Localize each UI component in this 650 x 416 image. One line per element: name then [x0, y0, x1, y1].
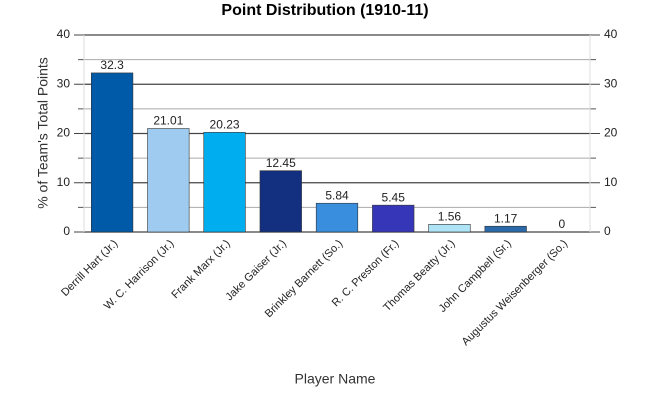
x-axis-title: Player Name	[295, 371, 376, 387]
data-label: 21.01	[153, 114, 183, 128]
data-label: 0	[559, 217, 566, 231]
data-label: 1.17	[494, 211, 518, 225]
data-label: 5.84	[325, 188, 349, 202]
x-tick-label: Frank Marx (Jr.)	[169, 238, 232, 301]
y-tick-label: 40	[57, 27, 71, 41]
bar	[203, 132, 246, 233]
bar	[484, 225, 527, 233]
y2-tick-label: 10	[604, 175, 618, 189]
y2-tick-label: 40	[604, 27, 618, 41]
bar	[259, 170, 302, 233]
bar	[315, 202, 359, 233]
data-label: 32.3	[100, 58, 124, 72]
bar	[91, 72, 134, 233]
y2-tick-label: 20	[604, 126, 618, 140]
data-label: 12.45	[266, 156, 296, 170]
y-tick-label: 20	[57, 126, 71, 140]
y2-tick-label: 30	[604, 76, 618, 90]
y-axis-title: % of Team's Total Points	[35, 57, 51, 209]
data-label: 1.56	[438, 209, 462, 223]
x-tick-label: Augustus Weisenberger (So.)	[460, 238, 570, 348]
chart-title: Point Distribution (1910-11)	[221, 2, 428, 19]
data-label: 20.23	[210, 118, 240, 132]
x-tick-label: Derrill Hart (Jr.)	[59, 238, 120, 299]
bar	[372, 204, 415, 233]
y-tick-label: 30	[57, 76, 71, 90]
y2-tick-label: 0	[604, 224, 611, 238]
bar	[147, 128, 190, 233]
x-tick-label: Jake Gaiser (Jr.)	[223, 238, 289, 304]
bar	[428, 224, 471, 233]
y-tick-label: 0	[63, 224, 70, 238]
data-label: 5.45	[382, 190, 406, 204]
y-tick-label: 10	[57, 175, 71, 189]
